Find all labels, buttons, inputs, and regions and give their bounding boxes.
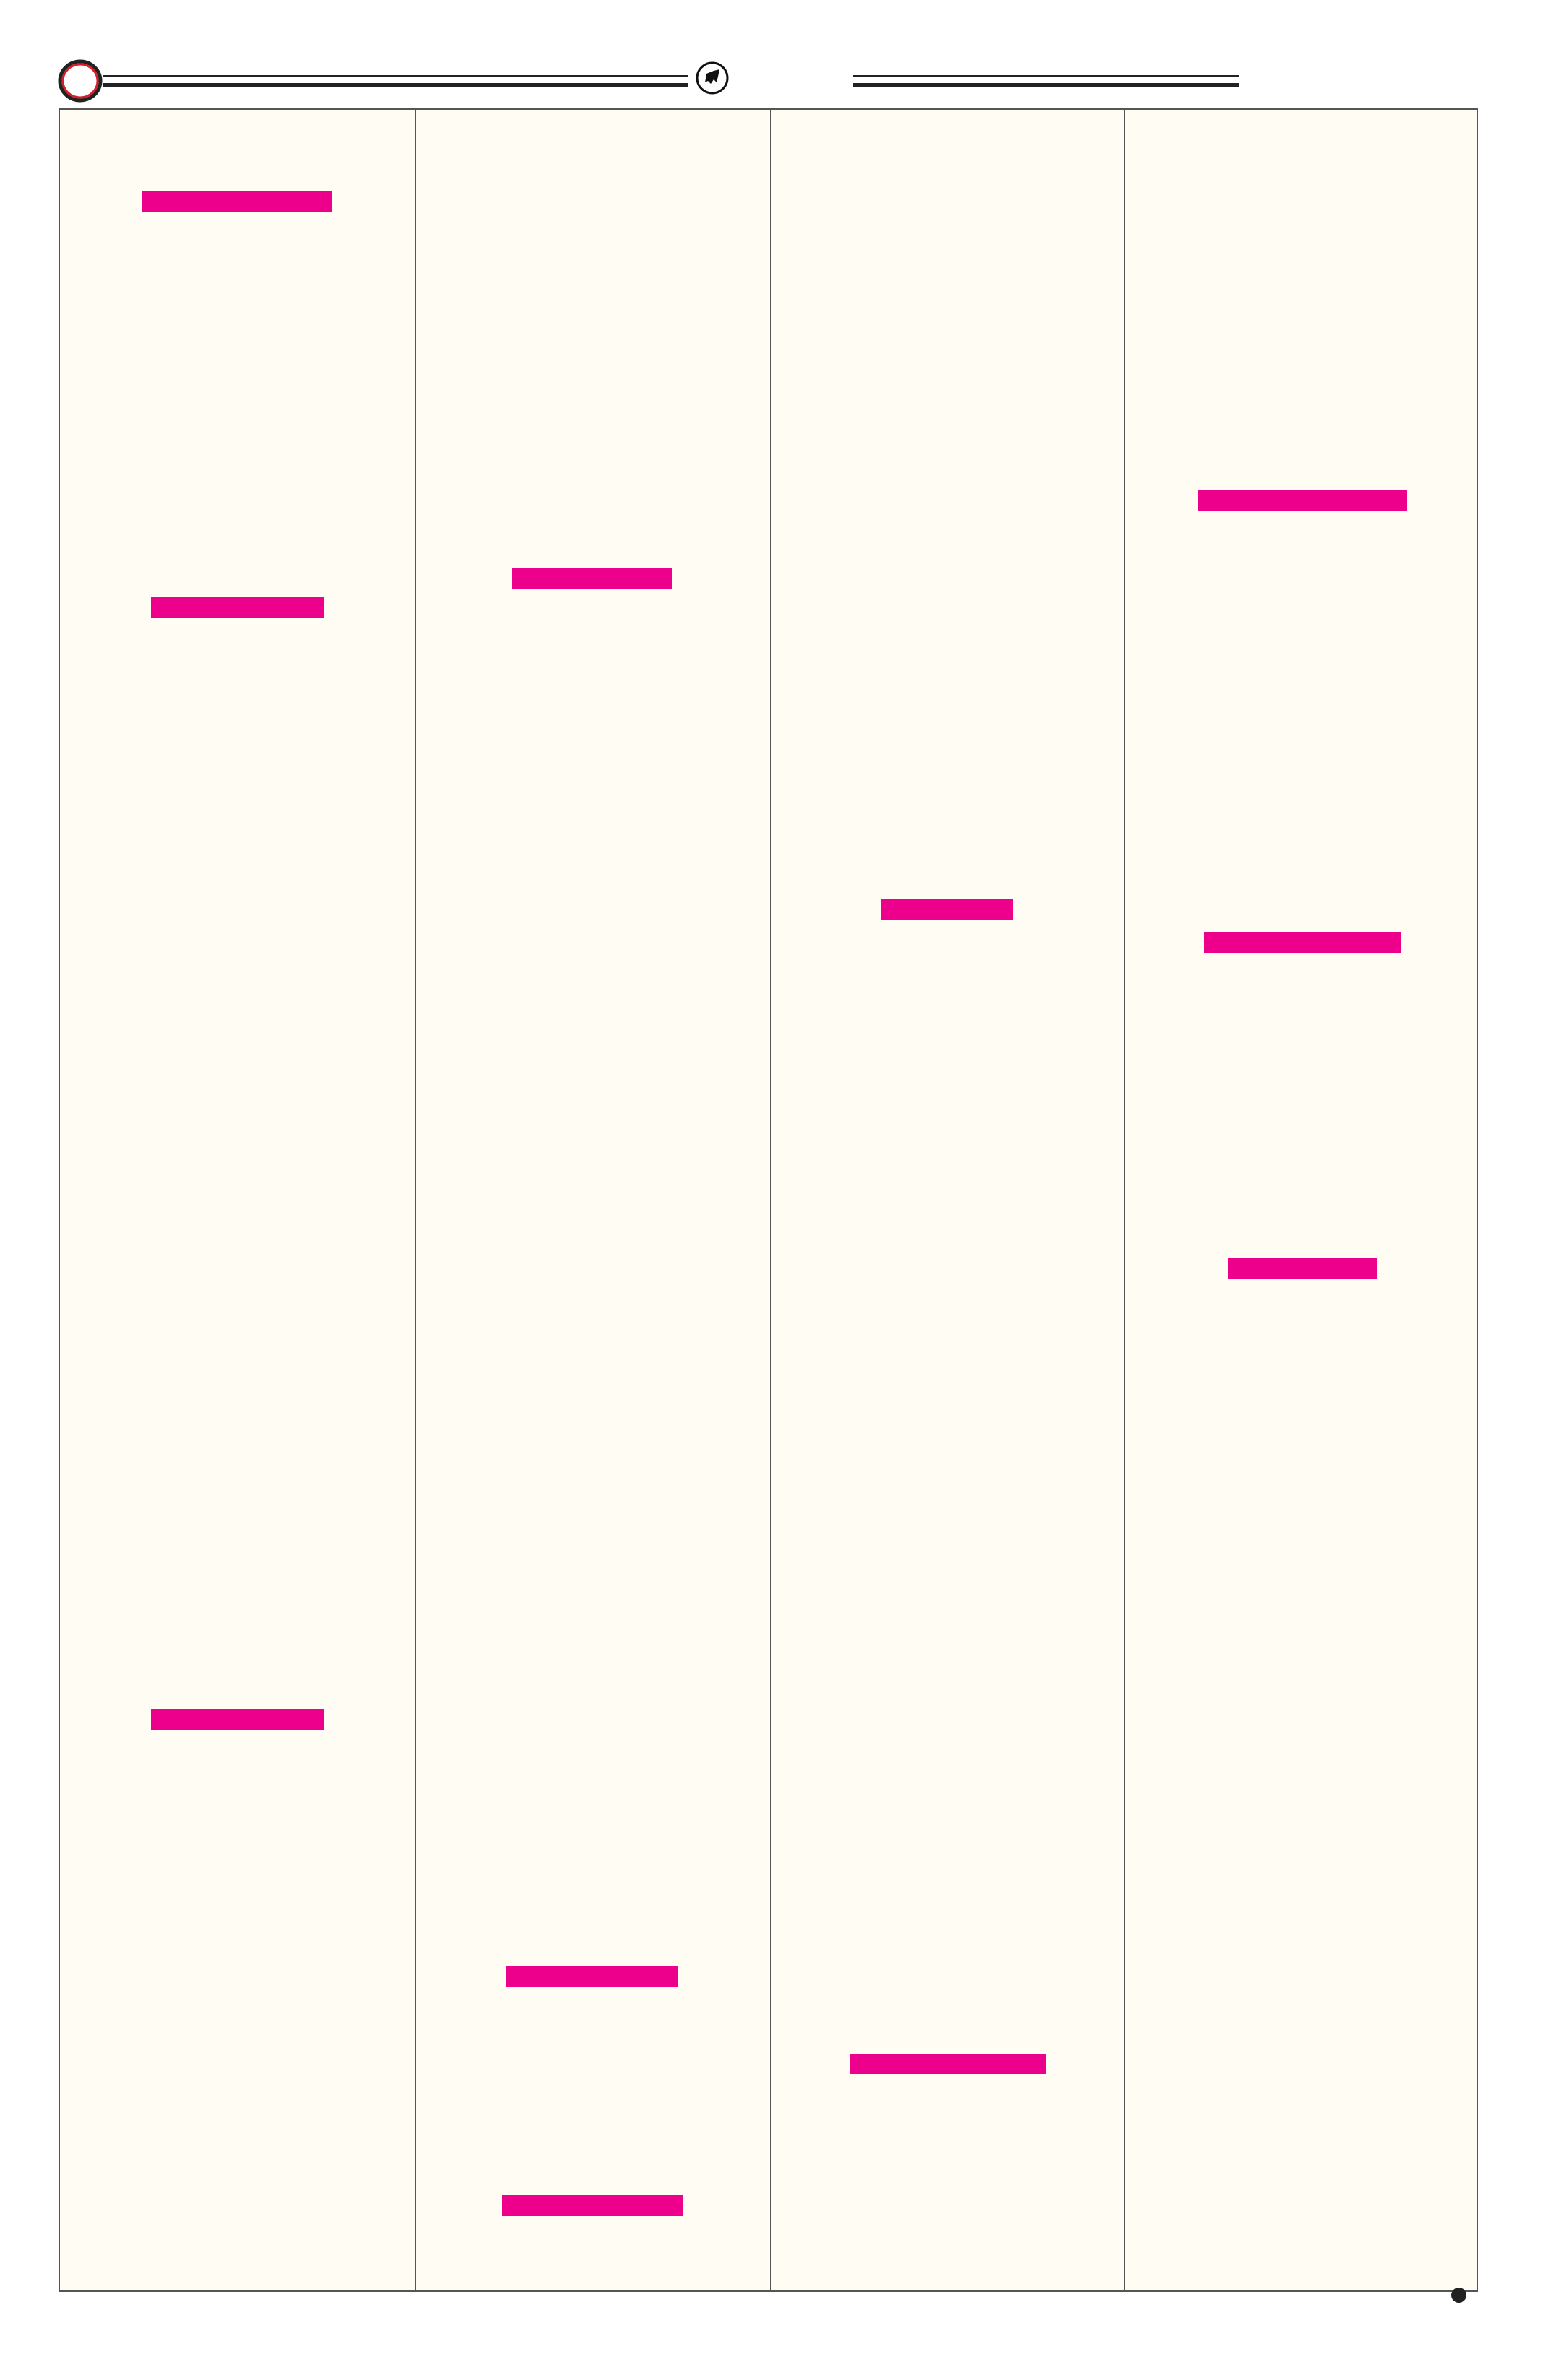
- header-rule-left: [103, 75, 688, 87]
- redaction-bar: [1228, 1258, 1377, 1279]
- redaction-bar: [850, 2054, 1046, 2074]
- column-divider: [770, 108, 772, 2292]
- redaction-bar: [512, 568, 672, 589]
- redaction-bar: [151, 597, 324, 618]
- bullet-dot-icon: [1451, 2288, 1466, 2303]
- header-ring-icon: [58, 59, 103, 103]
- redaction-bar: [142, 191, 332, 212]
- redaction-bar: [151, 1709, 324, 1730]
- redaction-bar: [1198, 490, 1407, 511]
- header-rule-right: [853, 75, 1239, 87]
- redaction-bar: [502, 2195, 683, 2216]
- redaction-bar: [1204, 932, 1401, 953]
- redaction-bar: [506, 1966, 678, 1987]
- bull-emblem-icon: [695, 61, 730, 95]
- column-divider: [415, 108, 416, 2292]
- page-frame: [59, 108, 1478, 2292]
- redaction-bar: [881, 899, 1013, 920]
- column-divider: [1124, 108, 1125, 2292]
